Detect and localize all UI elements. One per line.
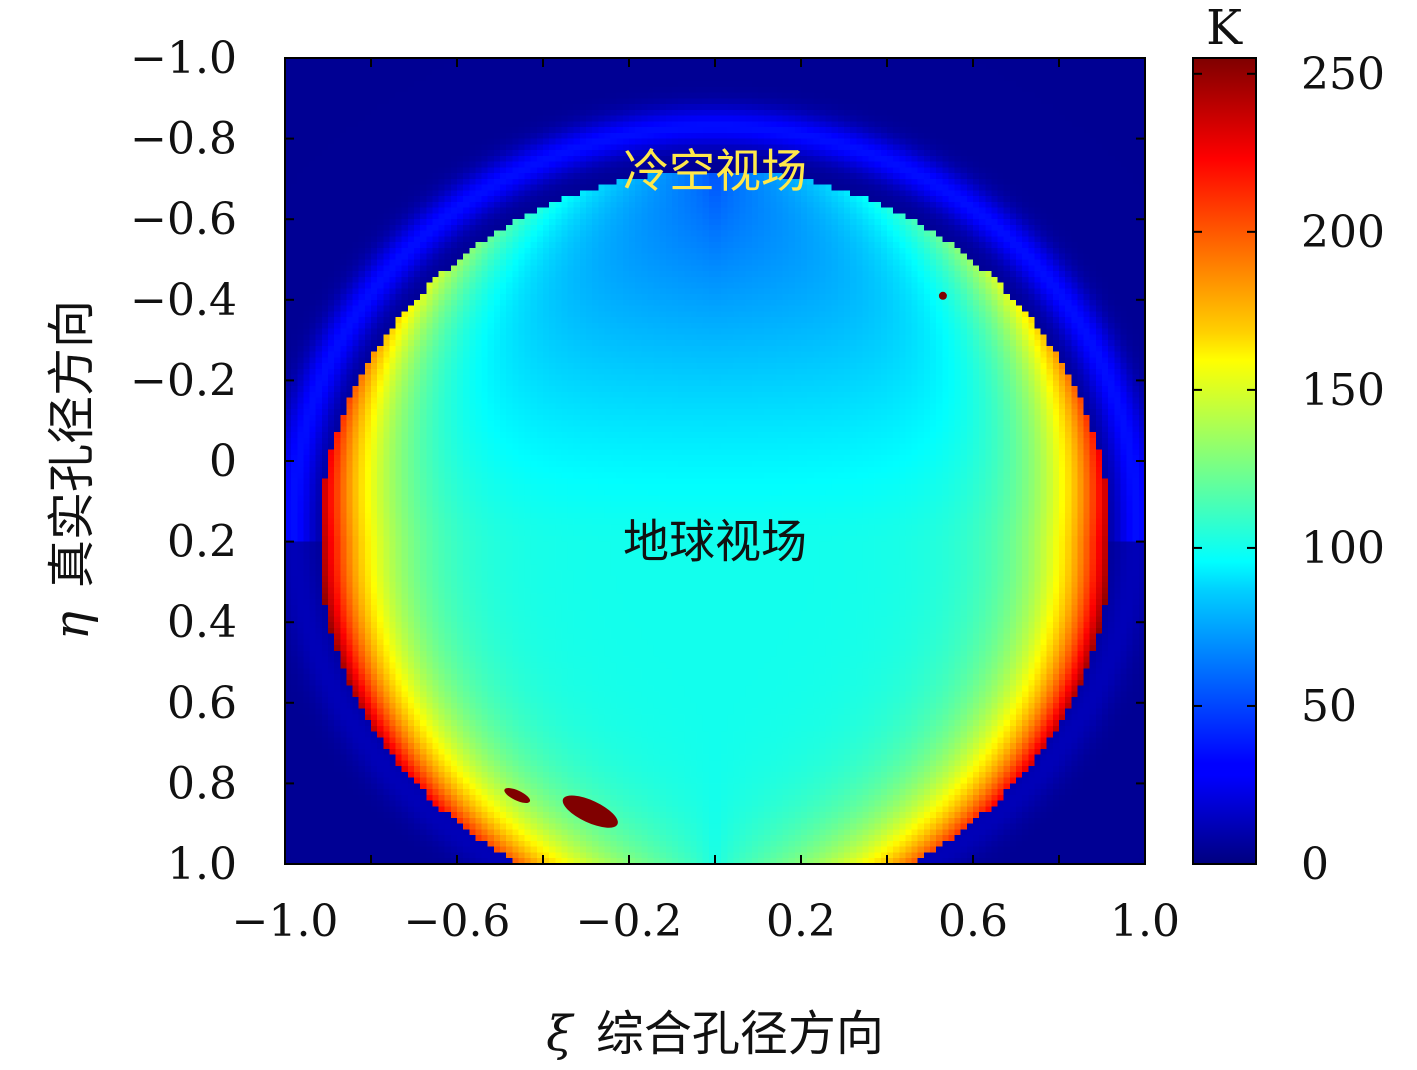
colorbar-tick-label: 150 xyxy=(1301,365,1385,416)
heatmap-image xyxy=(285,58,1145,864)
colorbar-ticks: 0 50 100 150 200 250 xyxy=(1193,49,1385,890)
hot-spot xyxy=(562,795,618,828)
colorbar-tick-label: 50 xyxy=(1301,681,1357,732)
y-tick-label: 1.0 xyxy=(167,839,237,890)
colorbar-tick-label: 200 xyxy=(1301,207,1385,258)
x-axis-title-text: 综合孔径方向 xyxy=(596,1006,884,1062)
y-tick-label: 0.8 xyxy=(167,758,237,809)
y-axis: −1.0 −0.8 −0.6 −0.4 −0.2 0 0.2 0.4 0.6 0.8 1.0 xyxy=(130,33,1145,890)
x-tick-label: 0.2 xyxy=(766,896,836,947)
hot-spot xyxy=(938,291,947,300)
colorbar xyxy=(1192,57,1257,865)
xi-symbol: ξ xyxy=(546,1006,575,1062)
x-axis-title: ξ 综合孔径方向 xyxy=(546,1006,884,1062)
y-tick-label: −0.6 xyxy=(130,194,237,245)
y-tick-label: 0 xyxy=(209,436,237,487)
y-tick-label: −0.2 xyxy=(130,355,237,406)
x-tick-label: −0.6 xyxy=(404,896,511,947)
y-tick-label: 0.4 xyxy=(167,597,237,648)
y-axis-title: η 真实孔径方向 xyxy=(44,300,100,640)
y-tick-label: 0.6 xyxy=(167,678,237,729)
y-tick-label: 0.2 xyxy=(167,517,237,568)
colorbar-tick-label: 0 xyxy=(1301,839,1329,890)
hot-spot xyxy=(504,788,531,803)
eta-symbol: η xyxy=(44,611,100,640)
colorbar-tick-label: 250 xyxy=(1301,49,1385,100)
x-axis: −1.0 −0.6 −0.2 0.2 0.6 1.0 xyxy=(232,58,1180,947)
y-tick-label: −0.4 xyxy=(130,275,237,326)
cold-sky-label: 冷空视场 xyxy=(623,144,807,198)
x-tick-label: −1.0 xyxy=(232,896,339,947)
x-tick-label: 0.6 xyxy=(938,896,1008,947)
x-tick-label: 1.0 xyxy=(1110,896,1180,947)
heatmap-raster xyxy=(285,58,1145,864)
x-tick-label: −0.2 xyxy=(576,896,683,947)
colorbar-tick-label: 100 xyxy=(1301,523,1385,574)
colorbar-unit: K xyxy=(1206,0,1243,56)
y-axis-title-text: 真实孔径方向 xyxy=(44,300,100,588)
y-tick-label: −1.0 xyxy=(130,33,237,84)
earth-view-label: 地球视场 xyxy=(623,515,807,569)
y-tick-label: −0.8 xyxy=(130,114,237,165)
